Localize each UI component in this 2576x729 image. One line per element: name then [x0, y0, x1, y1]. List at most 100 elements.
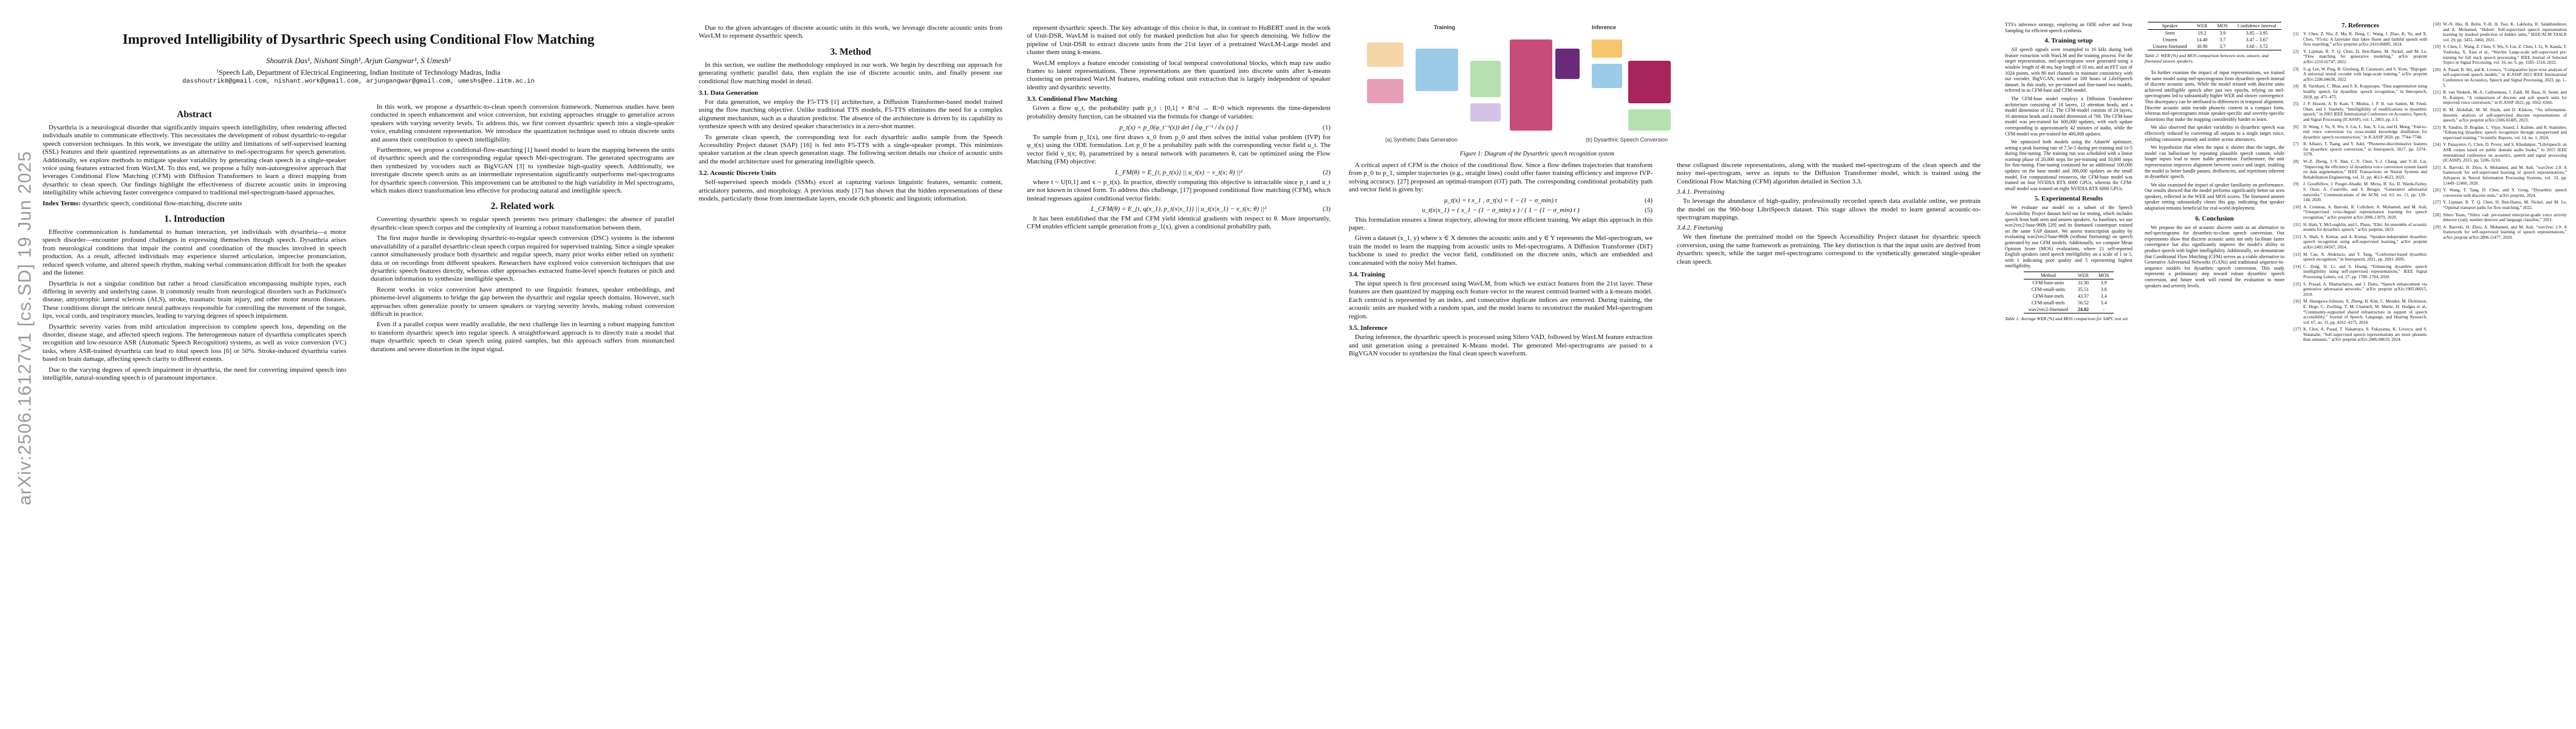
reference-text: D. Wang, J. Yu, X. Wu, S. Liu, L. Sun, X…	[2303, 124, 2427, 140]
table-cell: Seen	[2165, 30, 2175, 36]
training-label: Training	[1434, 24, 1456, 30]
table-row: CFM-base-mels 43.37 3.4	[2024, 293, 2114, 299]
intro-paragraph: Dysarthric severity varies from mild art…	[43, 323, 346, 363]
reference-text: C. Zeng, H. Li, and S. Huang, “Enhancing…	[2303, 264, 2427, 279]
body-paragraph: In this work, we propose a dysarthric-to…	[371, 103, 674, 143]
table-cell: 3.8	[2100, 286, 2107, 292]
section-heading: 5. Experimental Results	[2034, 195, 2103, 203]
reference-item: [6] D. Wang, J. Yu, X. Wu, S. Liu, L. Sun…	[2293, 125, 2427, 140]
subsection-heading: 3.4. Training	[1349, 271, 1385, 279]
method-heading: 3. Method	[830, 46, 871, 57]
index-terms: Index Terms: dysarthric speech, conditio…	[43, 200, 346, 208]
table-caption: Table 2: WER (%) and MOS comparison betw…	[2145, 53, 2269, 64]
equation-5: u_t(x|x_1) = ( x_1 − (1 − σ_min) x ) / (…	[1349, 207, 1653, 214]
body-paragraph: Self-supervised speech models (SSMs) exc…	[699, 179, 1002, 203]
table-cell: 19.2	[2197, 30, 2207, 36]
table-cell: CFM-base-units	[2032, 279, 2064, 286]
table-header: Confidence Interval	[2232, 22, 2281, 30]
method-intro: In this section, we outline the methodol…	[699, 61, 1002, 85]
reference-text: R. Alhaizi, T. Tsang, and Y. Adel, “Phon…	[2303, 142, 2427, 157]
page-1: Improved Intelligibility of Dysarthric S…	[43, 0, 674, 729]
body-paragraph: We propose the use of acoustic discrete …	[2145, 224, 2284, 289]
abstract-text: Dysarthria is a neurological disorder th…	[43, 124, 346, 197]
reference-item: [28] Silero Team, “Silero vad: pre-traine…	[2433, 213, 2567, 223]
reference-item: [12] A. Shah, S. Kumar, and A. Kumar, “Sp…	[2293, 234, 2427, 250]
body-paragraph: The input speech is first processed usin…	[1349, 280, 1653, 320]
reference-text: H. Hain, Y. McLoughlin, and L. Pham, “El…	[2303, 222, 2427, 233]
reference-item: [23] R. Vanditu, D. Bogdan, L. Vijay, Ana…	[2433, 125, 2567, 141]
reference-item: [21] B. van Niekerk, M.-A. Carbonneau, J.…	[2433, 90, 2567, 106]
reference-item: [25] A. Baevski, H. Zhou, A. Mohamed, and…	[2433, 165, 2567, 186]
equation-number: (5)	[1645, 206, 1653, 214]
body-paragraph: Given a flow φ_t, the probability path p…	[1027, 104, 1331, 120]
column-5: A critical aspect of CFM is the choice o…	[1349, 162, 1653, 360]
table-cell: 43.37	[2077, 293, 2089, 299]
reference-number: [10]	[2293, 204, 2301, 210]
figure-caption: Figure 1: Diagram of the Dysarthric spee…	[1459, 151, 1615, 157]
reference-number: [18]	[2433, 22, 2441, 27]
abstract-heading: Abstract	[177, 109, 212, 120]
intro-paragraph: Due to the varying degrees of speech imp…	[43, 366, 346, 382]
reference-number: [24]	[2433, 142, 2441, 148]
reference-text: B. M. Abdullah, M. M. Shaik, and D. Klak…	[2443, 107, 2567, 123]
body-paragraph: During inference, the dysarthric speech …	[1349, 334, 1653, 357]
reference-number: [7]	[2293, 142, 2299, 147]
table-row: CFM-base-units 31.30 3.9	[2024, 279, 2114, 286]
table-cell: 14.40	[2196, 37, 2208, 43]
reference-number: [12]	[2293, 234, 2301, 239]
reference-text: S. Chen, C. Wang, Z. Chen, Y. Wu, S. Liu…	[2443, 44, 2567, 66]
index-terms-label: Index Terms:	[43, 199, 81, 207]
table-row: CFM-small-units 35.51 3.8	[2024, 286, 2114, 293]
intro-paragraph: Effective communication is fundamental t…	[43, 228, 346, 277]
reference-text: R. Vanditu, D. Bogdan, L. Vijay, Anand, …	[2443, 125, 2567, 140]
equation-text: μ_t(x) = t x_1 , σ_t(x) = 1 − (1 − σ_min…	[1444, 196, 1557, 204]
reference-text: Y. Lipman, R. T. Q. Chen, H. Ben-Hamu, M…	[2303, 49, 2427, 64]
table-cell: 3.47 – 3.67	[2245, 37, 2268, 43]
body-paragraph: represent dysarthric speech. The key adv…	[1027, 24, 1331, 56]
column-2: In this work, we propose a dysarthric-to…	[371, 103, 674, 356]
reference-number: [17]	[2293, 327, 2301, 332]
body-paragraph: TTS's inference strategy, employing an O…	[2005, 22, 2132, 33]
table-cell: wav2vec2-finetuned	[2023, 306, 2073, 313]
body-paragraph: To leverage the abundance of high-qualit…	[1677, 197, 1981, 222]
reference-number: [29]	[2433, 224, 2441, 230]
arxiv-sidebar: arXiv:2506.16127v1 [cs.SD] 19 Jun 2025	[7, 140, 44, 516]
reference-number: [25]	[2433, 165, 2441, 170]
body-paragraph: The CFM-base model employs a Diffusion T…	[2005, 95, 2132, 137]
reference-item: [11] H. Hain, Y. McLoughlin, and L. Pham,…	[2293, 222, 2427, 233]
table-row: Unseen finetuned 30.90 3.7 3.68 – 3.72	[2148, 43, 2281, 50]
body-paragraph: For data generation, we employ the F5-TT…	[699, 98, 1002, 131]
body-paragraph: It has been established that the FM and …	[1027, 214, 1331, 231]
panel-a-label: (a) Synthetic Data Generation	[1385, 137, 1458, 143]
equation-number: (1)	[1323, 123, 1331, 131]
equation-2: L_FM(θ) = E_{t, p_t(x)} || u_t(x) − v_t(…	[1027, 169, 1331, 176]
equation-text: p_t(x) = p_0(φ_t⁻¹(x)) det [ ∂φ_t⁻¹ / ∂x…	[1119, 124, 1238, 132]
body-paragraph: these collapsed discrete representations…	[1677, 162, 1981, 185]
reference-text: Y. Wang, T. Tang, D. Chen, and Y. Gong, …	[2443, 188, 2567, 198]
reference-item: [17] K. Choi, A. Pasad, T. Nakamura, S. F…	[2293, 327, 2427, 343]
reference-number: [3]	[2293, 66, 2299, 72]
converted-mel-block	[1628, 61, 1671, 103]
clean-speech-block	[1367, 79, 1403, 103]
reference-item: [26] Y. Wang, T. Tang, D. Chen, and Y. Go…	[2433, 188, 2567, 198]
reference-text: V. Panayotov, G. Chen, D. Povey, and S. …	[2443, 142, 2567, 163]
table-cell: 31.30	[2077, 279, 2089, 286]
table-row: CFM-small-mels 56.52 3.4	[2024, 299, 2114, 306]
column-3: Due to the given advantages of discrete …	[699, 24, 1002, 206]
reference-text: A. Baevski, H. Zhou, A. Mohamed, and M. …	[2443, 165, 2567, 186]
reference-number: [27]	[2433, 200, 2441, 205]
reference-item: [27] Y. Lipman, R. T. Q. Chen, H. Ben-Ham…	[2433, 200, 2567, 210]
author-list: Shoutrik Das¹, Nishant Singh¹, Arjun Gan…	[265, 56, 451, 65]
reference-number: [26]	[2433, 188, 2441, 193]
reference-text: B. van Niekerk, M.-A. Carbonneau, J. Zaï…	[2443, 90, 2567, 106]
reference-number: [5]	[2293, 101, 2299, 107]
references-column-b: [18] W.-N. Hsu, B. Bolte, Y.-H. H. Tsai, …	[2433, 22, 2567, 242]
body-paragraph: We also examined the impact of speaker f…	[2145, 182, 2284, 211]
section-heading: 4. Training setup	[2044, 37, 2093, 45]
reference-item: [8] W.-Z. Zheng, J.-Y. Han, C.-Y. Chen, Y…	[2293, 159, 2427, 180]
reference-text: M. Cao, X. Abdelaziz, and Y. Tang, “Conf…	[2303, 252, 2427, 262]
references-heading: 7. References	[2341, 22, 2380, 29]
body-paragraph: Given a dataset (x_1, y) where x ∈ X den…	[1349, 234, 1653, 267]
reference-item: [18] W.-N. Hsu, B. Bolte, Y.-H. H. Tsai, …	[2433, 22, 2567, 43]
reference-text: M. Hasegawa-Johnson, X. Zheng, H. Kim, C…	[2303, 299, 2427, 325]
